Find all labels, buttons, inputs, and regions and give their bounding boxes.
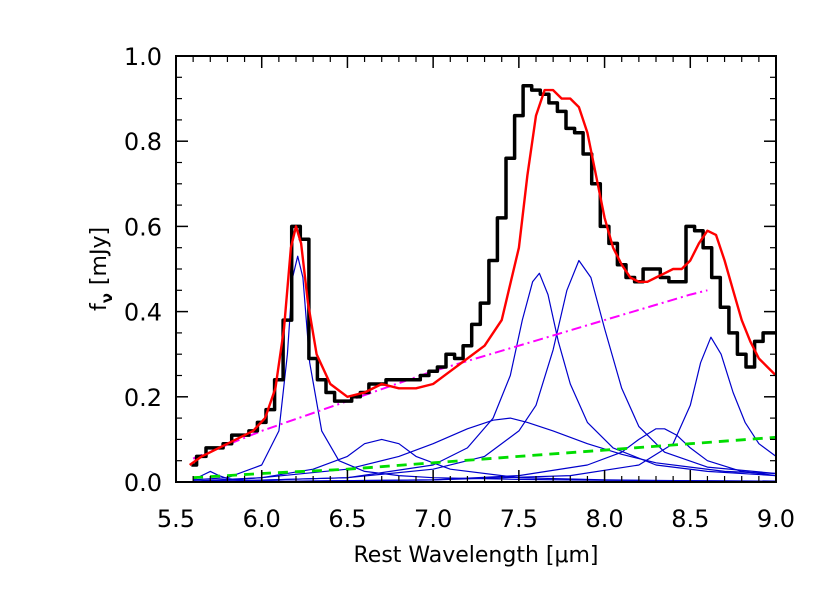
y-tick-label: 1.0 [124,43,162,71]
observed-spectrum-step [191,84,776,467]
component-profile-line [193,255,776,482]
component-profile-line [193,336,776,482]
component-profile-line [193,259,776,482]
x-tick-label: 7.0 [414,505,452,533]
series-layer [189,84,776,482]
y-axis-title-sub: ν [98,293,116,303]
y-tick-labels: 0.0 0.2 0.4 0.6 0.8 1.0 [124,43,162,497]
y-tick-label: 0.4 [124,299,162,327]
y-axis-title: fν [mJy] [87,227,116,311]
y-tick-label: 0.6 [124,213,162,241]
y-axis-title-main: f [87,302,112,311]
y-axis-title-unit: [mJy] [87,227,112,285]
x-tick-label: 9.0 [757,505,795,533]
y-tick-label: 0.2 [124,384,162,412]
y-tick-label: 0.8 [124,128,162,156]
x-tick-label: 5.5 [157,505,195,533]
x-tick-label: 7.5 [500,505,538,533]
x-tick-label: 8.5 [671,505,709,533]
secondary-continuum-dash-line [193,435,776,480]
y-tick-label: 0.0 [124,469,162,497]
continuum-dashdot-line [192,289,708,460]
x-tick-label: 6.0 [243,505,281,533]
x-tick-label: 8.0 [585,505,623,533]
x-axis-title: Rest Wavelength [μm] [353,543,598,568]
component-profile-line [193,417,776,482]
component-profile-line [193,272,776,482]
x-tick-labels: 5.5 6.0 6.5 7.0 7.5 8.0 8.5 9.0 [157,505,795,533]
total-fit-line [189,88,776,466]
x-tick-label: 6.5 [328,505,366,533]
ticks-layer [175,55,777,483]
